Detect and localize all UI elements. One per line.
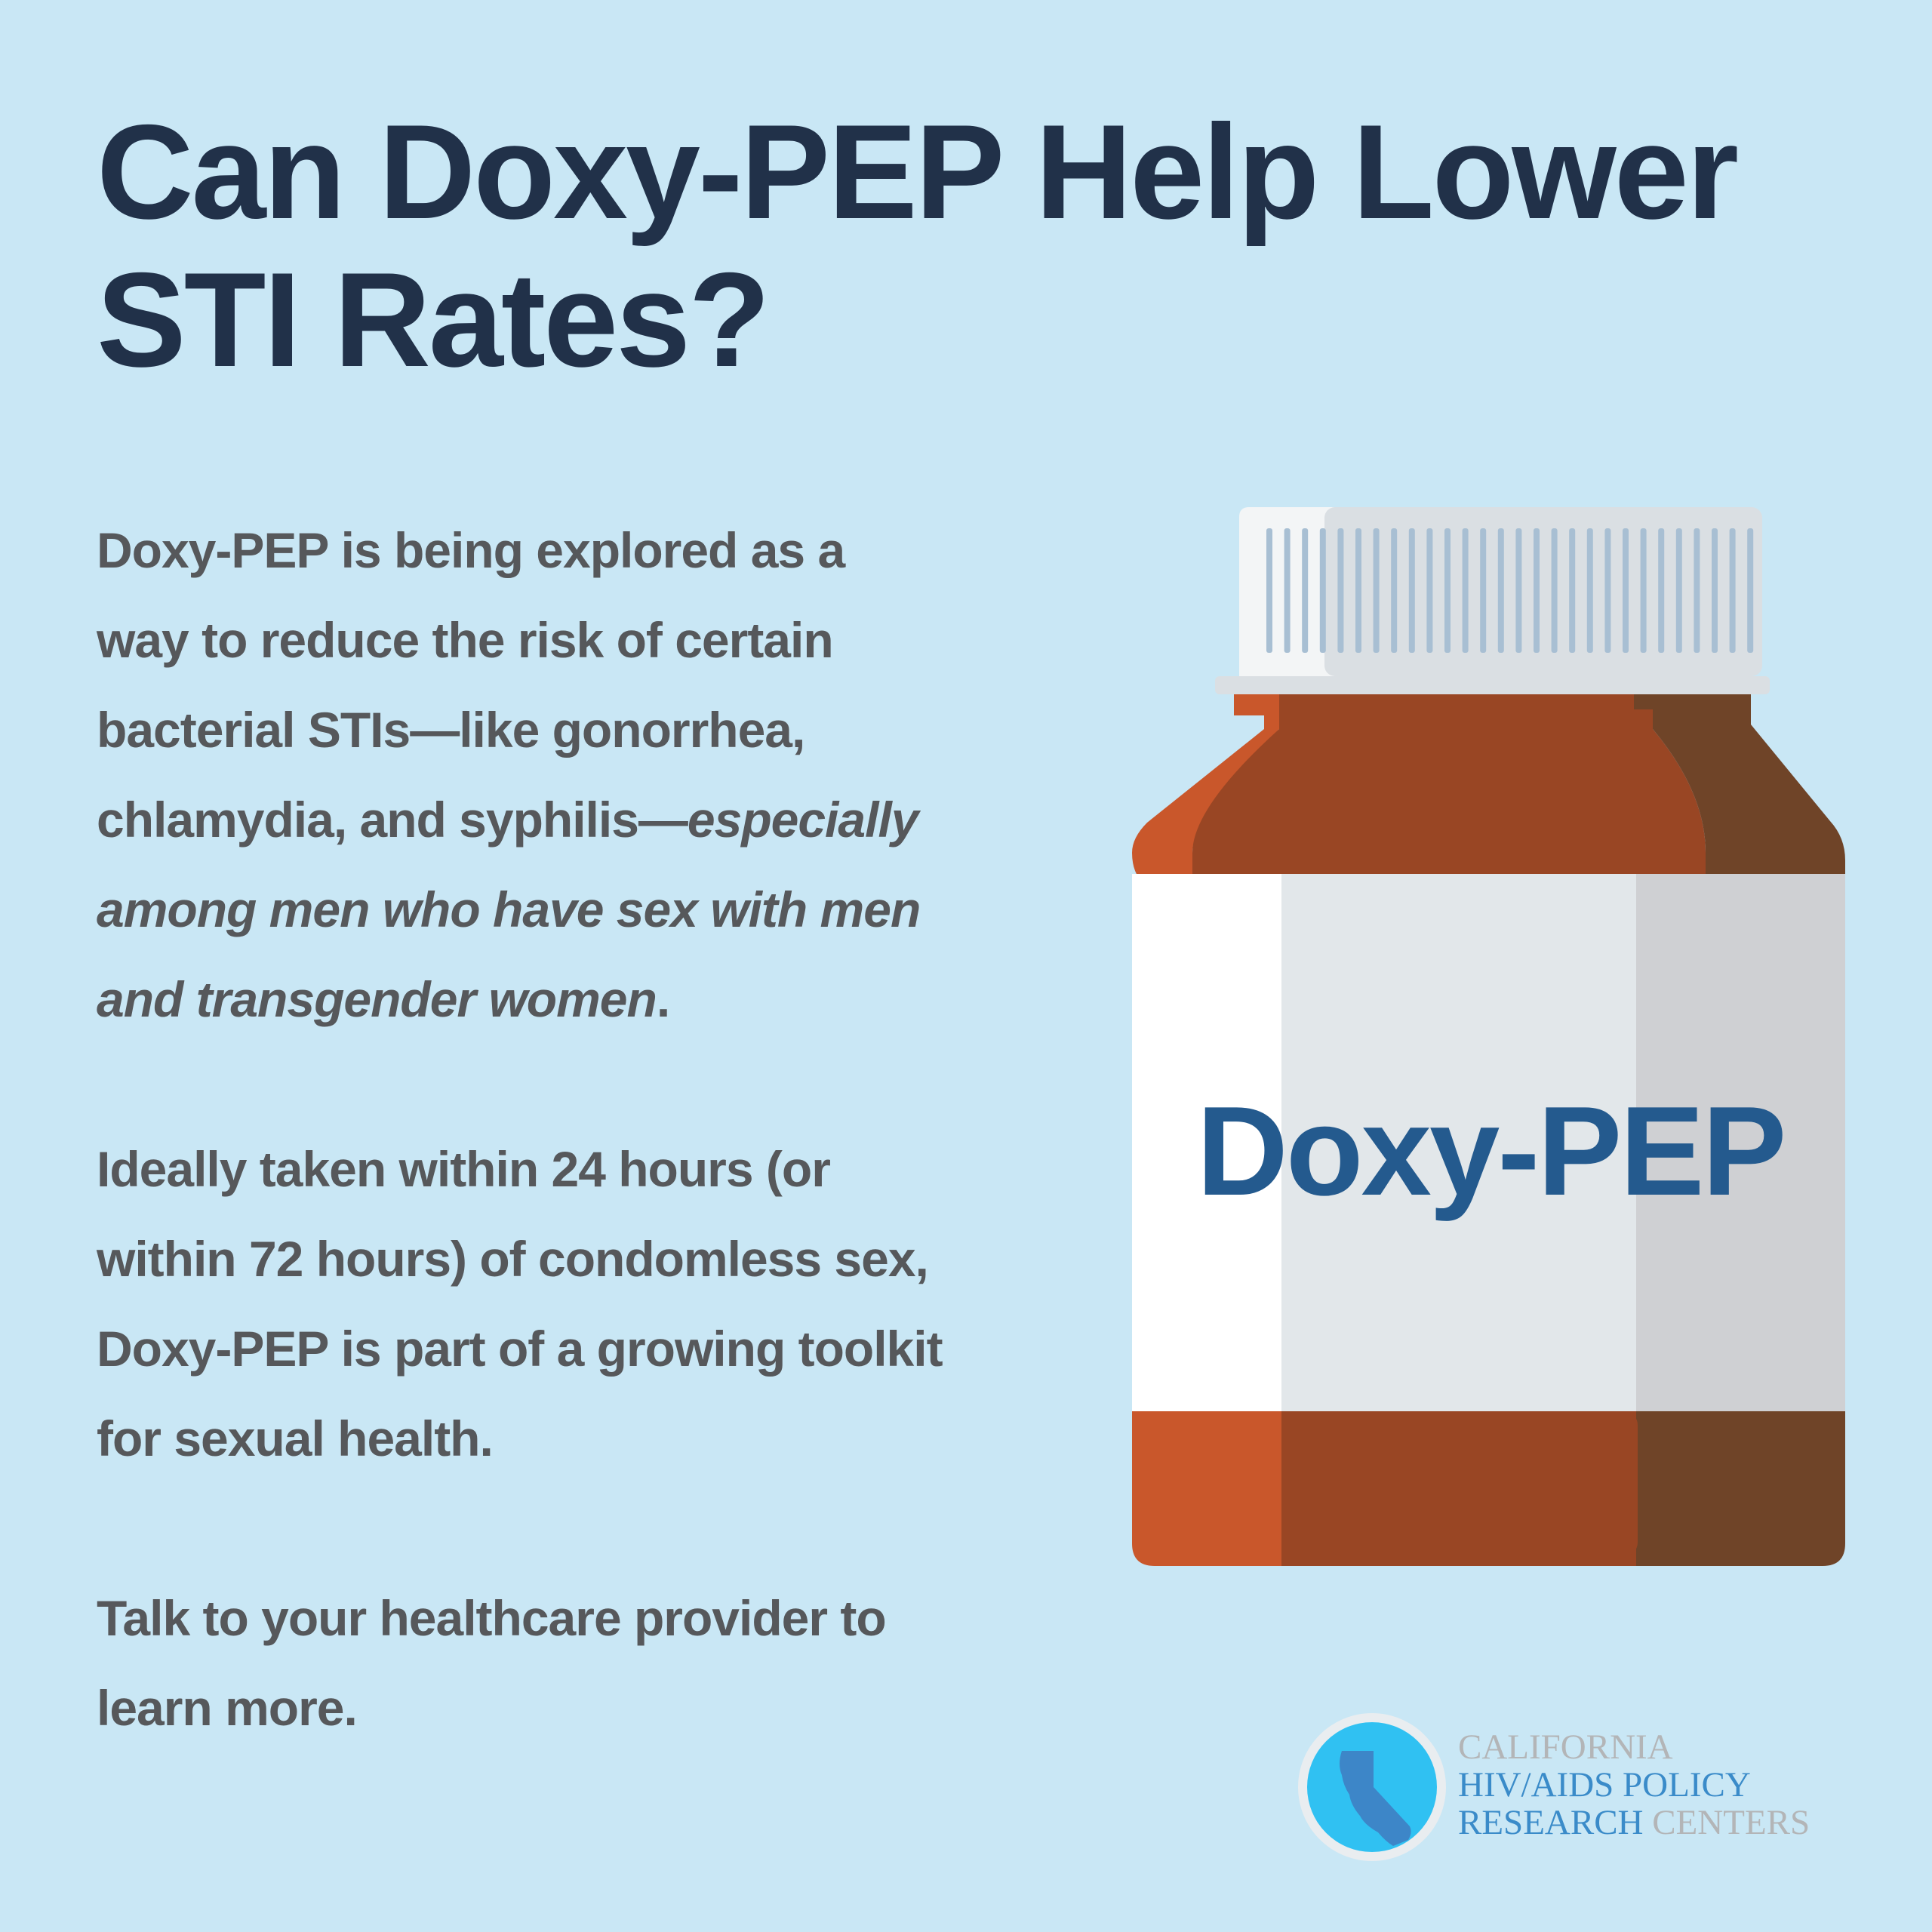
cap-ridge (1534, 528, 1540, 653)
cap-ridge (1747, 528, 1754, 653)
bottle-cap (1215, 676, 1770, 694)
cap-ridge (1337, 528, 1344, 653)
bottle-label-band (1132, 874, 1281, 1411)
paragraph-1-line: chlamydia, and syphilis—especially (97, 775, 1108, 865)
paragraph-1-line: and transgender women. (97, 955, 1108, 1044)
cap-ridge (1426, 528, 1433, 653)
paragraph-call-to-action: Talk to your healthcare provider to lear… (97, 1574, 1108, 1753)
paragraph-3-line: learn more. (97, 1680, 358, 1736)
cap-ridge (1694, 528, 1700, 653)
california-state-icon (1298, 1713, 1446, 1861)
cap-ridge (1712, 528, 1718, 653)
cap-ridge (1373, 528, 1380, 653)
california-shape (1340, 1751, 1411, 1846)
cap-ridge (1675, 528, 1682, 653)
cap-ridge (1391, 528, 1398, 653)
paragraph-1-emphasis: and transgender women (97, 971, 657, 1027)
cap-ridge (1515, 528, 1522, 653)
cap-ridge (1480, 528, 1487, 653)
paragraph-2-line: for sexual health. (97, 1411, 494, 1466)
paragraph-1-period: . (656, 971, 670, 1027)
bottle-label-band (1281, 874, 1636, 1411)
cap-ridge (1497, 528, 1504, 653)
bottle-shoulder (1132, 709, 1279, 898)
paragraph-2-line: Doxy-PEP is part of a growing toolkit (97, 1321, 943, 1377)
logo-text-line: RESEARCH CENTERS (1458, 1804, 1810, 1841)
cap-ridge (1319, 528, 1326, 653)
paragraph-2-line: Ideally taken within 24 hours (or (97, 1141, 831, 1197)
bottle-label-band (1636, 874, 1845, 1411)
title-line-1: Can Doxy-PEP Help Lower (97, 97, 1739, 247)
cap-ridge (1623, 528, 1629, 653)
bottle-cap-ridges (1266, 528, 1754, 653)
paragraph-1-line: way to reduce the risk of certain (97, 612, 834, 668)
cap-ridge (1462, 528, 1469, 653)
cap-ridge (1408, 528, 1415, 653)
pill-bottle-icon (1132, 507, 1845, 1566)
paragraph-1-line: among men who have sex with men (97, 865, 1108, 955)
cap-ridge (1604, 528, 1611, 653)
page-title: Can Doxy-PEP Help Lower STI Rates? (97, 98, 1832, 394)
logo-text-line: HIV/AIDS POLICY (1458, 1766, 1810, 1804)
paragraph-1-text: chlamydia, and syphilis— (97, 792, 688, 848)
paragraph-about-doxy-pep: Doxy-PEP is being explored as a way to r… (97, 506, 1108, 1044)
title-line-2: STI Rates? (97, 245, 771, 395)
cap-ridge (1586, 528, 1593, 653)
cap-ridge (1551, 528, 1558, 653)
cap-ridge (1729, 528, 1736, 653)
logo-text-centers: CENTERS (1643, 1803, 1810, 1842)
paragraph-1-line: bacterial STIs—like gonorrhea, (97, 702, 805, 758)
paragraph-1-emphasis: especially (687, 792, 919, 848)
logo-text-line: CALIFORNIA (1458, 1727, 1673, 1767)
paragraph-timing: Ideally taken within 24 hours (or within… (97, 1124, 1108, 1484)
bottle-shoulder (1653, 709, 1845, 898)
logo-text-hiv: HIV (1458, 1765, 1521, 1804)
cap-ridge (1444, 528, 1451, 653)
bottle-label: Doxy-PEP (1196, 1080, 1787, 1222)
bottle-shoulder (1192, 709, 1706, 898)
cap-ridge (1355, 528, 1361, 653)
cap-ridge (1658, 528, 1665, 653)
paragraph-1-line: Doxy-PEP is being explored as a (97, 522, 845, 578)
bottle-cap (1324, 507, 1762, 676)
paragraph-2-line: within 72 hours) of condomless sex, (97, 1231, 929, 1287)
paragraph-3-line: Talk to your healthcare provider to (97, 1590, 887, 1646)
cap-ridge (1266, 528, 1272, 653)
bottle-base-inner (1328, 1411, 1638, 1556)
cap-ridge (1640, 528, 1647, 653)
paragraph-1-emphasis: among men who have sex with men (97, 881, 921, 937)
organization-logo-text: CALIFORNIA HIV/AIDS POLICY RESEARCH CENT… (1458, 1728, 1810, 1841)
bottle-base (1132, 1411, 1281, 1566)
cap-ridge (1284, 528, 1291, 653)
logo-text-slash: / (1521, 1765, 1531, 1804)
bottle-base (1636, 1411, 1845, 1566)
logo-text-aids-policy: AIDS POLICY (1531, 1765, 1751, 1804)
cap-ridge (1302, 528, 1309, 653)
cap-ridge (1569, 528, 1576, 653)
logo-text-research: RESEARCH (1458, 1803, 1644, 1842)
